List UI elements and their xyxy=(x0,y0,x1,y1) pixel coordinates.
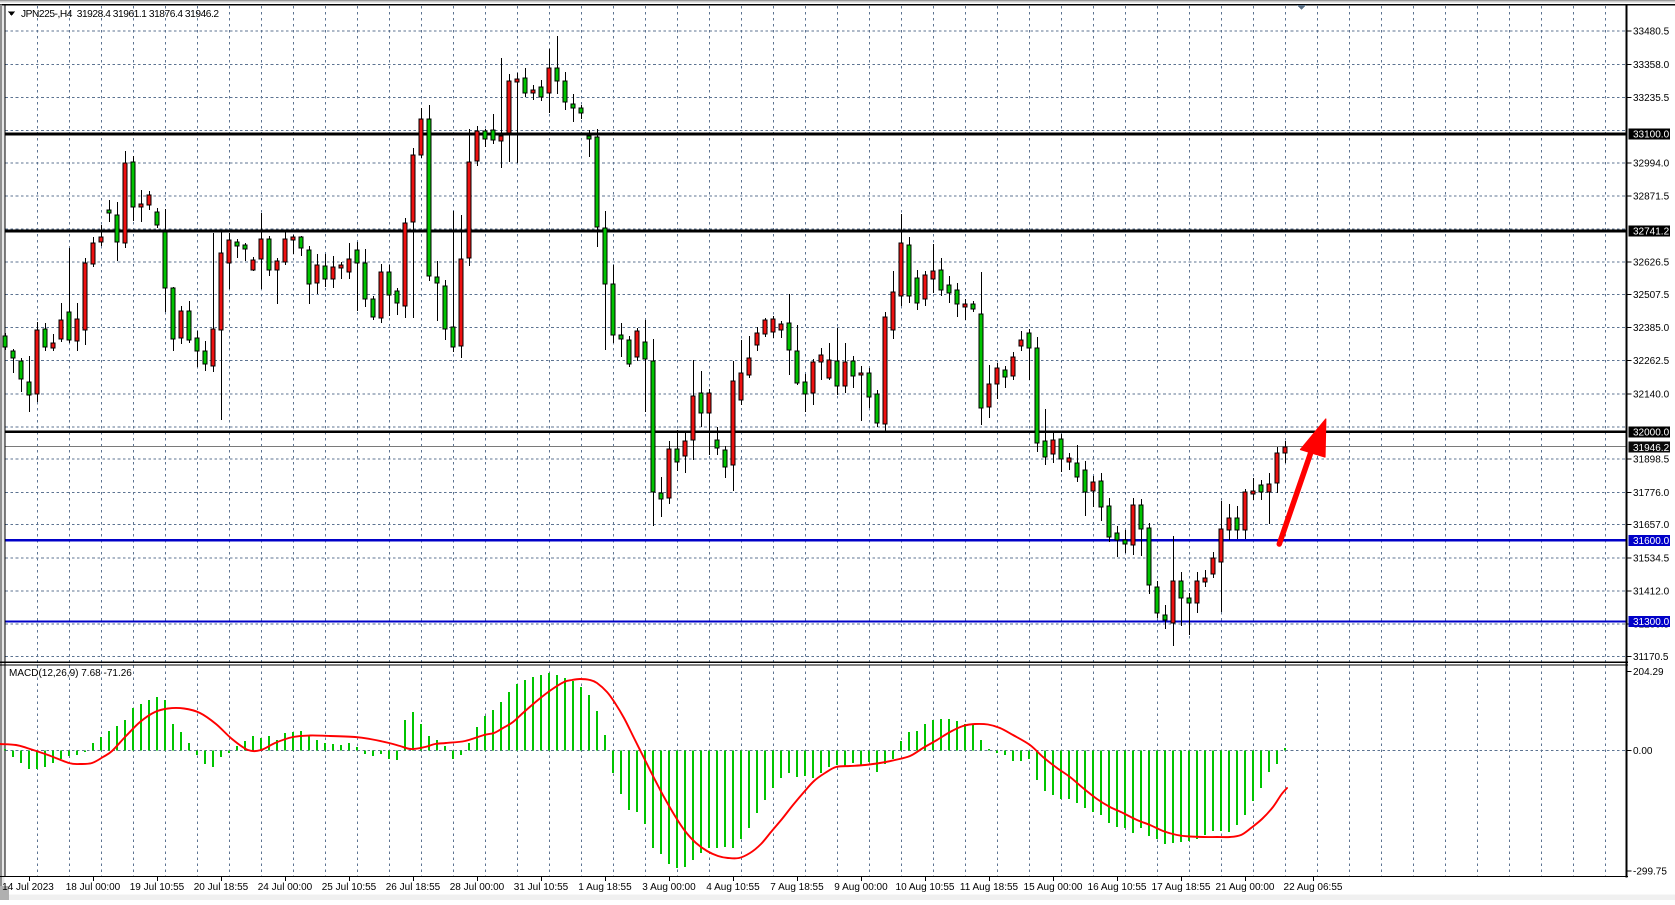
svg-text:31412.0: 31412.0 xyxy=(1633,586,1670,597)
svg-text:31 Jul 10:55: 31 Jul 10:55 xyxy=(514,882,569,893)
svg-text:20 Jul 18:55: 20 Jul 18:55 xyxy=(194,882,249,893)
svg-text:21 Aug 00:00: 21 Aug 00:00 xyxy=(1216,882,1275,893)
svg-text:-299.75: -299.75 xyxy=(1633,866,1667,877)
svg-text:28 Jul 00:00: 28 Jul 00:00 xyxy=(450,882,505,893)
svg-text:31657.0: 31657.0 xyxy=(1633,520,1670,531)
svg-text:31898.5: 31898.5 xyxy=(1633,455,1670,466)
svg-text:17 Aug 18:55: 17 Aug 18:55 xyxy=(1152,882,1211,893)
svg-text:32871.5: 32871.5 xyxy=(1633,191,1670,202)
svg-text:31946.2: 31946.2 xyxy=(1633,443,1670,454)
svg-text:204.29: 204.29 xyxy=(1633,667,1664,678)
svg-text:7 Aug 18:55: 7 Aug 18:55 xyxy=(770,882,824,893)
svg-text:10 Aug 10:55: 10 Aug 10:55 xyxy=(896,882,955,893)
svg-text:0.00: 0.00 xyxy=(1633,746,1653,757)
svg-text:31300.0: 31300.0 xyxy=(1633,617,1670,628)
svg-text:9 Aug 00:00: 9 Aug 00:00 xyxy=(834,882,888,893)
svg-text:32385.0: 32385.0 xyxy=(1633,323,1670,334)
svg-text:31534.5: 31534.5 xyxy=(1633,553,1670,564)
svg-text:31776.0: 31776.0 xyxy=(1633,488,1670,499)
svg-text:32626.5: 32626.5 xyxy=(1633,258,1670,269)
svg-text:32140.0: 32140.0 xyxy=(1633,389,1670,400)
svg-text:JPN225-,H4 31928.4 31961.1 31: JPN225-,H4 31928.4 31961.1 31876.4 31946… xyxy=(21,9,219,20)
svg-text:31170.5: 31170.5 xyxy=(1633,652,1669,663)
svg-text:1 Aug 18:55: 1 Aug 18:55 xyxy=(578,882,632,893)
svg-text:4 Aug 10:55: 4 Aug 10:55 xyxy=(706,882,760,893)
svg-text:24 Jul 00:00: 24 Jul 00:00 xyxy=(258,882,313,893)
svg-text:33235.5: 33235.5 xyxy=(1633,93,1670,104)
svg-text:32262.5: 32262.5 xyxy=(1633,356,1670,367)
svg-text:3 Aug 00:00: 3 Aug 00:00 xyxy=(642,882,696,893)
svg-text:22 Aug 06:55: 22 Aug 06:55 xyxy=(1284,882,1343,893)
svg-text:15 Aug 00:00: 15 Aug 00:00 xyxy=(1024,882,1083,893)
svg-text:32507.5: 32507.5 xyxy=(1633,290,1670,301)
svg-text:25 Jul 10:55: 25 Jul 10:55 xyxy=(322,882,377,893)
svg-text:11 Aug 18:55: 11 Aug 18:55 xyxy=(960,882,1019,893)
svg-text:33100.0: 33100.0 xyxy=(1633,130,1670,141)
svg-text:32000.0: 32000.0 xyxy=(1633,427,1670,438)
svg-text:16 Aug 10:55: 16 Aug 10:55 xyxy=(1088,882,1147,893)
svg-text:32741.2: 32741.2 xyxy=(1633,227,1670,238)
svg-text:33358.0: 33358.0 xyxy=(1633,60,1670,71)
svg-text:19 Jul 10:55: 19 Jul 10:55 xyxy=(130,882,185,893)
svg-text:18 Jul 00:00: 18 Jul 00:00 xyxy=(66,882,121,893)
svg-text:31600.0: 31600.0 xyxy=(1633,536,1670,547)
svg-text:32994.0: 32994.0 xyxy=(1633,158,1670,169)
svg-text:26 Jul 18:55: 26 Jul 18:55 xyxy=(386,882,441,893)
svg-text:14 Jul 2023: 14 Jul 2023 xyxy=(2,882,54,893)
svg-text:33480.5: 33480.5 xyxy=(1633,27,1670,38)
svg-text:MACD(12,26,9) 7.68 -71.26: MACD(12,26,9) 7.68 -71.26 xyxy=(9,668,132,679)
